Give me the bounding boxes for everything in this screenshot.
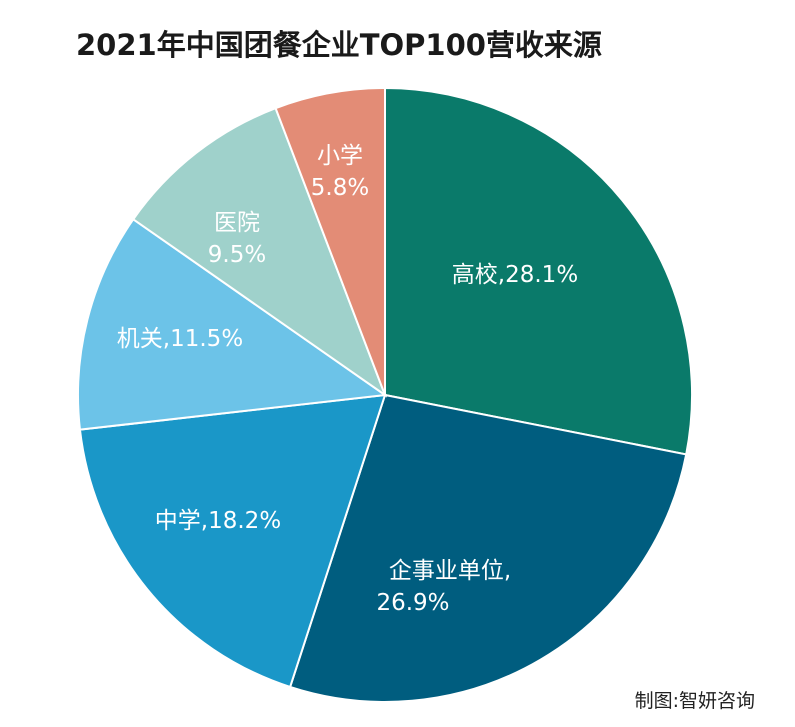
- slice-label: 高校,28.1%: [452, 262, 578, 288]
- pie-slice: [77, 217, 388, 431]
- pie-slice: [274, 86, 386, 396]
- pie-slice: [78, 393, 387, 689]
- slice-label: 中学,18.2%: [155, 508, 281, 534]
- slice-label: 医院 9.5%: [208, 210, 266, 268]
- slice-label: 小学 5.8%: [311, 143, 369, 201]
- slice-label: 企事业单位, 26.9%: [376, 558, 511, 616]
- source-note: 制图:智妍咨询: [634, 690, 755, 712]
- chart-title: 2021年中国团餐企业TOP100营收来源: [76, 28, 602, 62]
- slice-label: 机关,11.5%: [117, 326, 243, 352]
- pie-slice: [288, 393, 688, 703]
- pie-slice: [384, 86, 693, 456]
- pie-slice: [131, 106, 388, 398]
